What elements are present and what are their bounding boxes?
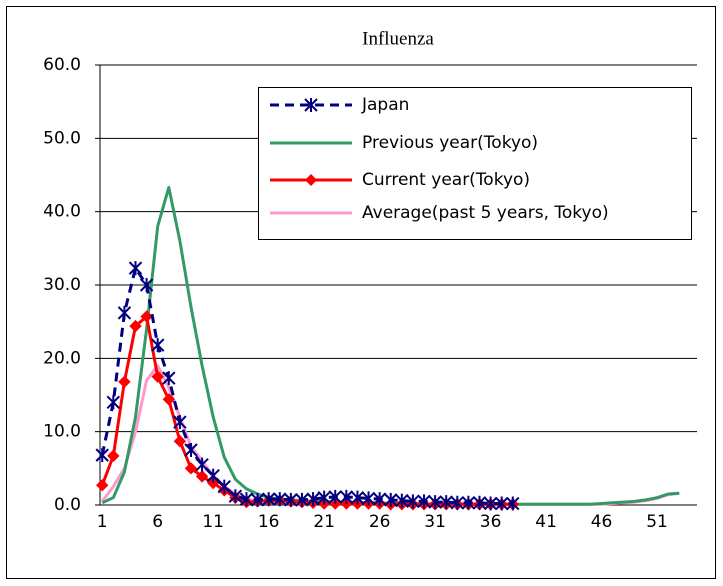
data-point (372, 492, 387, 507)
x-tick-label: 21 (313, 512, 335, 532)
data-point (439, 495, 453, 510)
y-tick-label: 20.0 (43, 348, 81, 368)
y-tick-label: 60.0 (43, 55, 81, 75)
data-point (117, 305, 132, 320)
data-point (339, 489, 354, 504)
data-point (162, 393, 176, 406)
legend-label: Average(past 5 years, Tokyo) (362, 203, 609, 223)
x-tick-label: 31 (424, 512, 446, 532)
data-point (472, 495, 487, 510)
data-point (417, 494, 431, 509)
data-point (96, 478, 109, 492)
x-tick-label: 16 (258, 512, 280, 532)
x-tick-label: 11 (202, 512, 224, 532)
data-point (350, 490, 365, 505)
data-point (129, 319, 142, 333)
data-point (261, 492, 276, 507)
data-point (494, 496, 509, 511)
x-tick-label: 26 (369, 512, 391, 532)
data-point (250, 492, 265, 507)
x-tick-label: 51 (646, 512, 668, 532)
data-point (406, 494, 420, 509)
legend-marker (304, 98, 318, 112)
legend-item: Current year(Tokyo) (270, 170, 530, 190)
data-point (395, 493, 409, 508)
data-point (450, 495, 465, 510)
data-point (206, 468, 220, 483)
data-point (184, 443, 198, 457)
data-point (162, 371, 176, 386)
data-point (428, 495, 442, 510)
y-tick-label: 40.0 (43, 202, 81, 222)
data-point (95, 448, 109, 463)
data-point (106, 395, 121, 410)
data-point (150, 338, 165, 353)
x-tick-label: 6 (152, 512, 163, 532)
series (95, 261, 520, 511)
y-tick-label: 0.0 (54, 495, 81, 515)
data-point (228, 489, 243, 504)
data-point (173, 434, 187, 448)
y-tick-label: 30.0 (43, 275, 81, 295)
legend-label: Previous year(Tokyo) (362, 133, 538, 153)
data-point (173, 415, 187, 430)
y-tick-label: 50.0 (43, 128, 81, 148)
data-point (118, 375, 131, 389)
data-point (506, 496, 520, 511)
data-point (306, 492, 320, 507)
legend-item: Average(past 5 years, Tokyo) (270, 203, 609, 223)
data-point (184, 462, 198, 475)
data-point (128, 261, 143, 276)
legend-label: Japan (361, 95, 409, 115)
data-point (139, 278, 154, 292)
x-tick-label: 1 (97, 512, 108, 532)
data-point (195, 457, 209, 472)
data-point (317, 490, 331, 505)
data-point (328, 489, 342, 504)
data-point (140, 310, 153, 323)
data-point (239, 492, 254, 507)
data-point (384, 492, 398, 507)
x-tick-label: 36 (480, 512, 502, 532)
data-point (151, 370, 164, 383)
legend-label: Current year(Tokyo) (362, 170, 530, 190)
data-point (295, 492, 309, 507)
y-tick-label: 10.0 (43, 422, 81, 442)
legend-item: Japan (270, 95, 409, 115)
legend-marker (305, 174, 317, 186)
legend-item: Previous year(Tokyo) (270, 133, 538, 153)
data-point (483, 496, 498, 511)
data-point (361, 491, 376, 506)
data-point (273, 492, 287, 507)
data-point (107, 449, 120, 463)
series-line (100, 266, 513, 506)
data-point (461, 495, 476, 510)
chart-title: Influenza (362, 28, 434, 49)
data-point (284, 492, 298, 507)
data-point (195, 470, 209, 483)
x-tick-label: 41 (535, 512, 557, 532)
data-point (217, 479, 231, 494)
x-tick-label: 46 (591, 512, 613, 532)
